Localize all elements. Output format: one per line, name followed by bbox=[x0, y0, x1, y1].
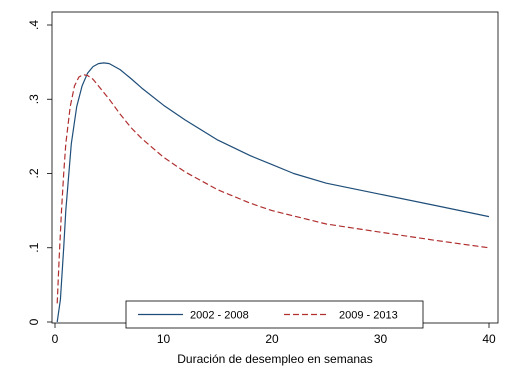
x-tick-label: 10 bbox=[157, 332, 171, 346]
y-tick-label: .3 bbox=[27, 94, 41, 104]
x-tick-label: 30 bbox=[374, 332, 388, 346]
y-tick-label: .1 bbox=[27, 242, 41, 252]
y-tick-label: .2 bbox=[27, 168, 41, 178]
plot-frame bbox=[51, 11, 499, 324]
y-tick-label: 0 bbox=[27, 318, 41, 325]
x-tick-label: 20 bbox=[265, 332, 279, 346]
x-tick-label: 0 bbox=[52, 332, 59, 346]
series-line-0 bbox=[56, 62, 490, 323]
series-line-1 bbox=[56, 74, 490, 304]
legend-label-0: 2002 - 2008 bbox=[190, 310, 249, 322]
x-tick-label: 40 bbox=[482, 332, 496, 346]
y-tick-label: .4 bbox=[27, 20, 41, 30]
x-axis-title: Duración de desempleo en semanas bbox=[177, 352, 372, 366]
legend-label-1: 2009 - 2013 bbox=[339, 310, 398, 322]
